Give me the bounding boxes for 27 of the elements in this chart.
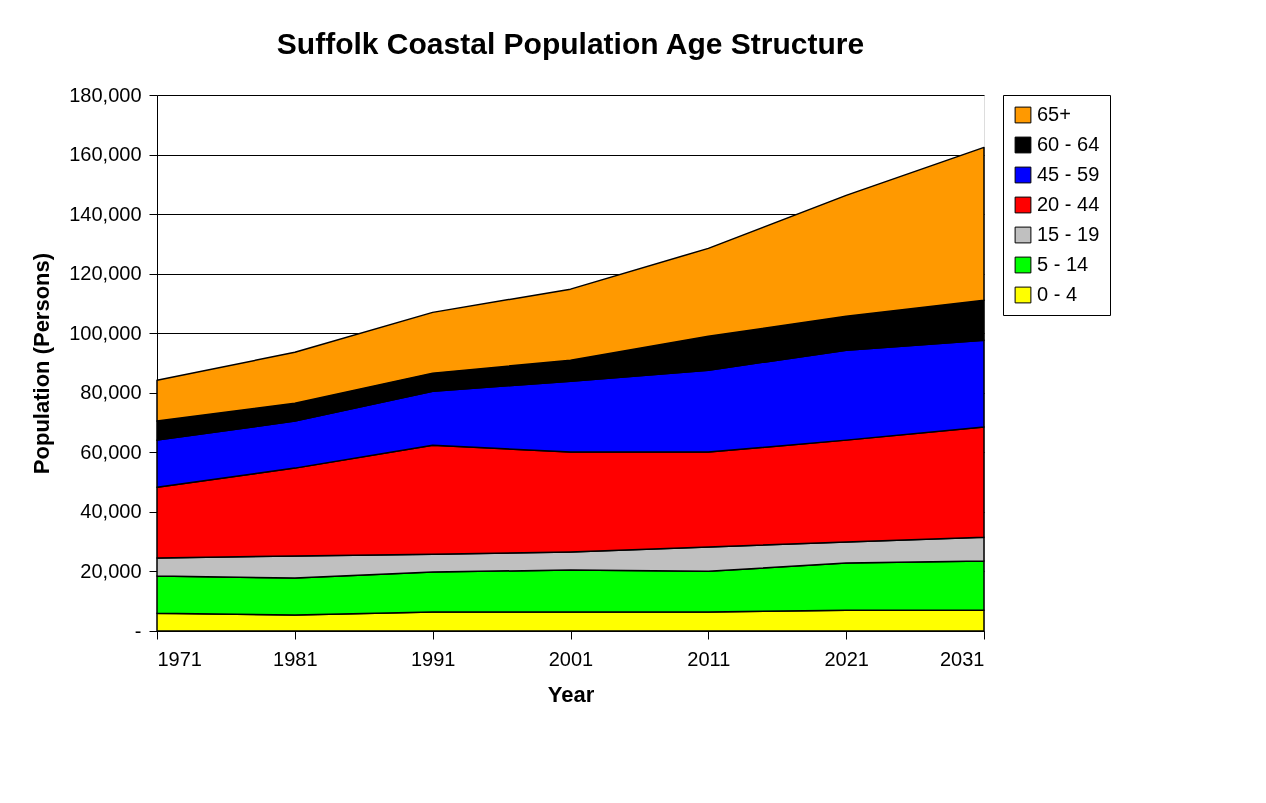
legend-label: 45 - 59 bbox=[1037, 163, 1100, 185]
y-tick-label: - bbox=[134, 619, 142, 642]
y-tick-label: 60,000 bbox=[80, 440, 142, 463]
y-tick-label: 100,000 bbox=[69, 321, 142, 344]
legend-label: 5 - 14 bbox=[1037, 253, 1089, 275]
legend-label: 0 - 4 bbox=[1037, 283, 1078, 305]
x-tick-label: 2001 bbox=[548, 647, 594, 670]
x-tick-label: 1971 bbox=[157, 647, 202, 670]
x-tick-label: 1981 bbox=[273, 647, 318, 670]
legend-label: 15 - 19 bbox=[1037, 223, 1100, 245]
y-tick-label: 40,000 bbox=[80, 500, 142, 523]
chart-title: Suffolk Coastal Population Age Structure bbox=[276, 27, 865, 60]
x-tick-label: 2031 bbox=[940, 647, 985, 670]
legend-label: 20 - 44 bbox=[1037, 193, 1100, 215]
legend-label: 60 - 64 bbox=[1037, 133, 1100, 155]
y-axis-title: Population (Persons) bbox=[29, 252, 55, 475]
x-tick-label: 1991 bbox=[410, 647, 456, 670]
y-tick-label: 80,000 bbox=[80, 381, 142, 404]
legend-label: 65+ bbox=[1037, 103, 1071, 125]
y-tick-label: 160,000 bbox=[69, 143, 142, 166]
y-tick-label: 140,000 bbox=[69, 202, 142, 225]
y-tick-label: 120,000 bbox=[69, 262, 142, 285]
x-tick-label: 2021 bbox=[824, 647, 869, 670]
y-tick-label: 180,000 bbox=[69, 83, 142, 106]
x-tick-label: 2011 bbox=[687, 647, 731, 670]
y-tick-label: 20,000 bbox=[80, 559, 142, 582]
x-axis-title: Year bbox=[547, 681, 595, 707]
